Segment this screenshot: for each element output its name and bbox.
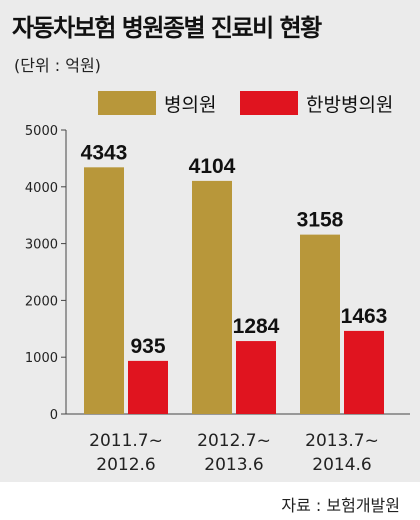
bar-hospital [84,167,124,414]
bar-value-label: 1463 [341,305,388,328]
bar-oriental [344,330,384,414]
bar-hospital [300,234,340,414]
legend-label-hospital: 병의원 [164,93,217,116]
x-category-label: 2014.6 [312,455,371,475]
chart-title: 자동차보험 병원종별 진료비 현황 [12,14,322,42]
y-tick-label: 1000 [25,351,58,366]
legend-item-oriental: 한방병의원 [240,90,393,116]
x-category-label: 2012.7~ [197,431,271,451]
bar-value-label: 4104 [189,155,236,178]
y-tick-label: 5000 [25,124,58,139]
y-tick-label: 4000 [25,181,58,196]
unit-label: (단위 : 억원) [14,56,101,75]
legend-swatch-oriental [240,91,298,115]
bar-hospital [192,180,232,414]
y-tick-label: 0 [50,408,58,423]
source-note: 자료 : 보험개발원 [281,496,400,515]
legend-label-oriental: 한방병의원 [306,93,394,116]
legend-item-hospital: 병의원 [98,90,216,116]
bar-value-label: 1284 [233,315,280,338]
legend-swatch-hospital [98,91,156,115]
bar-oriental [236,341,276,414]
bar-value-label: 3158 [297,209,344,232]
bar-value-label: 935 [130,335,165,358]
x-category-label: 2011.7~ [89,431,163,451]
x-category-label: 2013.7~ [305,431,379,451]
y-tick-label: 2000 [25,294,58,309]
bar-oriental [128,360,168,414]
x-category-label: 2013.6 [204,455,263,475]
bar-chart: 5000 4000 3000 2000 1000 0 4343 4104 3158 935 1284… [25,124,410,475]
y-tick-label: 3000 [25,238,58,253]
x-category-label: 2012.6 [96,455,155,475]
bar-value-label: 4343 [81,141,128,164]
